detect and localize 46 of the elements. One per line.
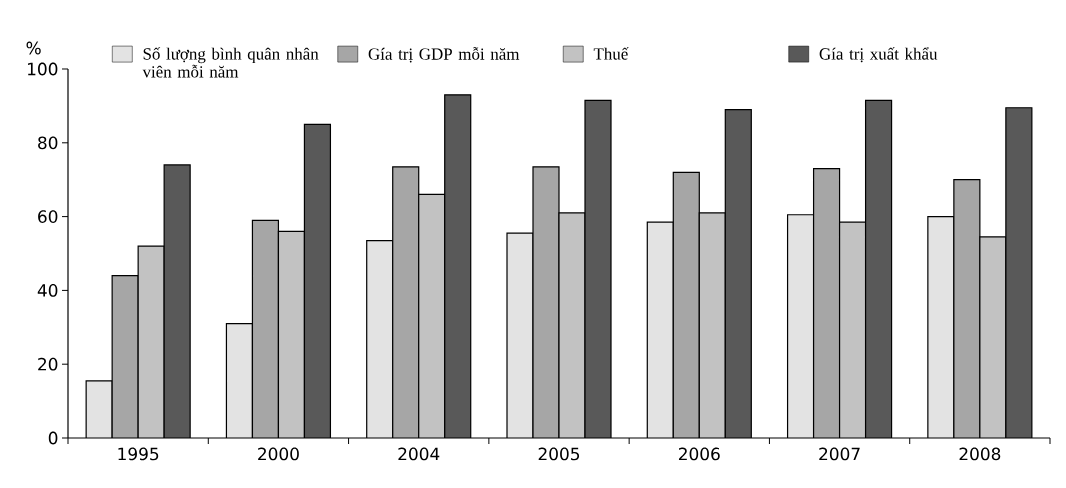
bar — [392, 166, 419, 438]
x-tick-label: 2006 — [678, 447, 720, 461]
bar — [533, 166, 559, 438]
bar — [725, 109, 752, 438]
x-tick-label: 2005 — [538, 447, 580, 461]
legend-label: Gía trị GDP mỗi năm — [368, 47, 520, 63]
bar — [507, 233, 533, 438]
y-tick-label: 40 — [37, 283, 58, 297]
bar — [1005, 107, 1033, 438]
y-tick-label: 0 — [48, 431, 58, 445]
x-tick-label: 1995 — [118, 447, 159, 461]
bar — [138, 246, 165, 438]
x-tick-label: 2004 — [398, 447, 440, 461]
bar — [673, 172, 700, 438]
x-tick-label: 2000 — [258, 447, 299, 461]
bar — [865, 100, 892, 438]
bar — [226, 323, 253, 438]
y-tick-label: 80 — [38, 136, 58, 150]
bar — [699, 212, 726, 438]
legend-label: Thuế — [593, 47, 629, 60]
bar — [839, 222, 866, 438]
y-tick-label: 60 — [38, 210, 58, 223]
legend-label: Số lượng bình quân nhân viên mỗi năm — [142, 47, 319, 78]
bar — [787, 214, 814, 438]
y-tick-label: 20 — [38, 357, 58, 371]
y-axis-title: % — [26, 41, 41, 55]
bar — [444, 94, 471, 438]
bar — [252, 220, 279, 438]
bar — [418, 194, 445, 438]
y-tick-label: 100 — [28, 62, 58, 76]
bar — [366, 240, 393, 438]
bar — [953, 179, 981, 438]
legend-label: Gía trị xuất khẩu — [819, 47, 938, 63]
bar — [647, 222, 674, 438]
bar — [927, 216, 955, 438]
bar — [559, 212, 585, 438]
x-tick-label: 2008 — [959, 447, 1001, 461]
bar — [278, 231, 305, 438]
bar — [304, 124, 331, 438]
bar — [585, 100, 611, 438]
x-tick-label: 2007 — [819, 447, 860, 461]
bar — [979, 236, 1007, 438]
bar — [813, 168, 840, 438]
bar — [164, 164, 191, 438]
bar — [112, 275, 139, 438]
bar — [86, 380, 113, 438]
